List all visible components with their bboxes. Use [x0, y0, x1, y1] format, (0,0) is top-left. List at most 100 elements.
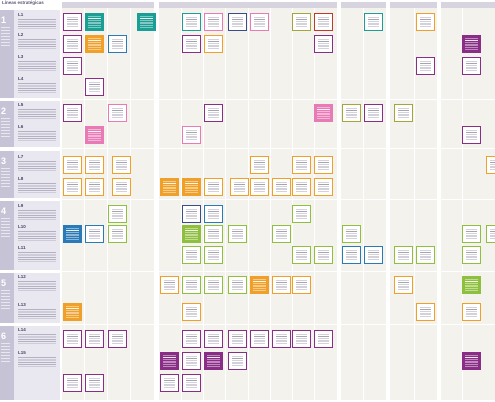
axis-block: 4 — [0, 201, 14, 270]
card-text — [208, 334, 219, 344]
action-card — [85, 374, 104, 392]
action-card — [63, 35, 82, 53]
card-text — [318, 250, 329, 260]
card-text — [208, 108, 219, 118]
axis-block: 5 — [0, 273, 14, 323]
card-text — [186, 130, 197, 140]
action-card — [462, 35, 481, 53]
line-description — [18, 39, 56, 49]
action-card — [204, 276, 223, 294]
grid-line — [462, 8, 463, 400]
card-text — [112, 39, 123, 49]
action-card — [182, 246, 201, 264]
action-card — [85, 13, 104, 31]
card-text — [317, 107, 330, 119]
card-text — [208, 209, 219, 219]
action-card — [204, 330, 223, 348]
card-text — [112, 108, 123, 118]
action-card — [182, 352, 201, 370]
card-text — [318, 39, 329, 49]
card-text — [116, 160, 127, 170]
action-card — [462, 225, 481, 243]
card-text — [208, 280, 219, 290]
action-card — [314, 156, 333, 174]
action-card — [250, 13, 269, 31]
card-text — [67, 378, 78, 388]
card-text — [140, 16, 153, 28]
card-text — [420, 17, 431, 27]
action-card — [272, 276, 291, 294]
axis-block: 3 — [0, 151, 14, 198]
grid-line — [292, 8, 293, 400]
axis-number: 4 — [1, 206, 7, 216]
card-text — [490, 160, 495, 170]
row-separator — [62, 148, 495, 149]
line-description — [18, 61, 56, 71]
card-text — [466, 250, 477, 260]
line-description — [18, 210, 56, 220]
card-text — [186, 209, 197, 219]
action-card — [182, 225, 201, 243]
column-header — [62, 2, 154, 8]
action-card — [486, 156, 495, 174]
axis-block: 2 — [0, 101, 14, 147]
action-card — [250, 156, 269, 174]
action-card — [204, 35, 223, 53]
card-text — [346, 250, 357, 260]
card-text — [89, 229, 100, 239]
card-text — [296, 280, 307, 290]
line-description — [18, 281, 56, 291]
card-text — [185, 181, 198, 193]
card-text — [234, 182, 245, 192]
action-card — [204, 225, 223, 243]
action-card — [63, 13, 82, 31]
grid-line — [203, 8, 204, 400]
action-card — [292, 330, 311, 348]
row-separator — [62, 271, 495, 272]
header-title: Líneas estratégicas — [2, 0, 44, 5]
card-text — [88, 16, 101, 28]
action-card — [63, 303, 82, 321]
card-text — [466, 130, 477, 140]
action-card — [112, 156, 131, 174]
action-card — [314, 13, 333, 31]
action-card — [462, 246, 481, 264]
line-code: L11 — [18, 245, 26, 250]
card-text — [296, 17, 307, 27]
card-text — [420, 307, 431, 317]
axis-title-text — [1, 27, 10, 47]
axis-number: 2 — [1, 106, 7, 116]
column-header — [390, 2, 437, 8]
line-code: L6 — [18, 124, 24, 129]
action-card — [314, 178, 333, 196]
card-text — [232, 280, 243, 290]
action-card — [462, 276, 481, 294]
action-card — [85, 126, 104, 144]
action-card — [85, 78, 104, 96]
action-card — [85, 330, 104, 348]
action-card — [228, 330, 247, 348]
card-text — [186, 250, 197, 260]
action-card — [314, 330, 333, 348]
action-card — [364, 246, 383, 264]
action-card — [182, 374, 201, 392]
action-card — [204, 205, 223, 223]
action-card — [204, 104, 223, 122]
axis-title-text — [1, 343, 10, 363]
card-text — [398, 250, 409, 260]
action-card — [292, 276, 311, 294]
action-card — [364, 13, 383, 31]
row-separator — [62, 99, 495, 100]
action-card — [228, 225, 247, 243]
line-description — [18, 334, 56, 344]
action-card — [63, 374, 82, 392]
card-text — [346, 229, 357, 239]
card-text — [112, 334, 123, 344]
card-text — [254, 334, 265, 344]
card-text — [296, 209, 307, 219]
action-card — [108, 35, 127, 53]
action-card — [292, 178, 311, 196]
action-card — [204, 352, 223, 370]
grid-line — [314, 8, 315, 400]
action-card — [292, 13, 311, 31]
